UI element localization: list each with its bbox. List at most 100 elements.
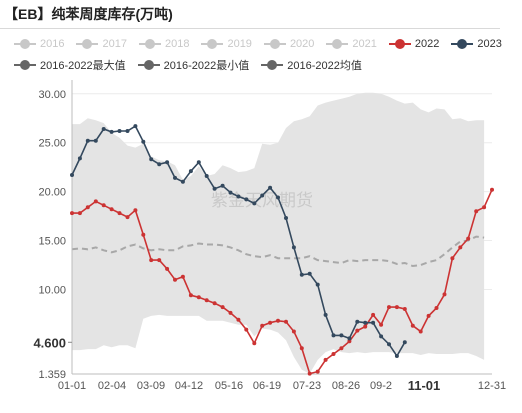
legend-marker-icon xyxy=(261,59,284,71)
x-tick-label: 06-19 xyxy=(253,380,281,392)
point-2023 xyxy=(149,157,154,162)
point-2022 xyxy=(228,310,233,315)
point-2022 xyxy=(252,341,257,346)
point-2023 xyxy=(133,124,138,129)
legend-item-stat-2[interactable]: 2016-2022均值 xyxy=(261,57,362,73)
x-tick-label: 01-01 xyxy=(58,380,86,392)
series-mean-line xyxy=(71,235,485,268)
point-2022 xyxy=(331,352,336,356)
point-2022 xyxy=(355,328,360,333)
legend-item-2018[interactable]: 2018 xyxy=(138,38,190,50)
point-2022 xyxy=(458,245,463,250)
point-2022 xyxy=(165,266,170,271)
legend-marker-icon xyxy=(326,38,349,50)
point-2023 xyxy=(363,320,368,325)
point-2022 xyxy=(387,305,391,310)
point-2023 xyxy=(220,183,225,188)
legend-item-2016[interactable]: 2016 xyxy=(14,38,64,50)
band-max-min xyxy=(72,92,485,374)
point-2022 xyxy=(410,323,415,328)
legend-years-row: 2016 2017 2018 2019 2020 2021 2022 2023 xyxy=(14,38,502,50)
point-2023 xyxy=(109,129,114,134)
point-2022 xyxy=(276,318,280,323)
legend-item-2021[interactable]: 2021 xyxy=(326,38,377,50)
point-2023 xyxy=(141,139,146,144)
legend-item-stat-0[interactable]: 2016-2022最大值 xyxy=(14,57,126,73)
point-2022 xyxy=(402,307,407,311)
point-2022 xyxy=(339,346,344,351)
legend-marker-icon xyxy=(263,38,286,50)
point-2023 xyxy=(307,271,312,276)
point-2022 xyxy=(70,211,74,216)
legend-item-stat-1[interactable]: 2016-2022最小值 xyxy=(137,57,250,73)
point-2022 xyxy=(173,277,177,282)
chart-title: 【EB】纯苯周度库存(万吨) xyxy=(4,6,173,22)
point-2023 xyxy=(125,129,130,133)
y-tick-label: 10.00 xyxy=(38,284,66,296)
point-2023 xyxy=(331,333,336,338)
x-tick-label: 04-12 xyxy=(175,380,203,392)
point-2023 xyxy=(268,185,273,190)
point-2022 xyxy=(196,295,201,300)
y-tick-label: 20.00 xyxy=(38,187,66,199)
point-2023 xyxy=(387,342,391,347)
point-2022 xyxy=(260,323,265,328)
title-divider xyxy=(0,28,500,29)
legend-marker-icon xyxy=(137,59,160,71)
point-2022 xyxy=(323,357,328,362)
point-2022 xyxy=(236,317,241,322)
legend-stats-row: 2016-2022最大值 2016-2022最小值 2016-2022均值 xyxy=(14,57,374,73)
point-2022 xyxy=(418,329,423,334)
legend-item-2022[interactable]: 2022 xyxy=(388,38,440,50)
y-tick-label: 25.00 xyxy=(38,138,66,150)
point-2023 xyxy=(117,129,122,133)
point-2022 xyxy=(180,274,185,279)
point-2022 xyxy=(291,329,296,334)
point-2022 xyxy=(77,211,82,216)
legend-marker-icon xyxy=(138,38,161,50)
point-2023 xyxy=(402,340,407,345)
legend-item-2023[interactable]: 2023 xyxy=(451,38,502,50)
point-2023 xyxy=(173,175,177,180)
legend-label: 2016-2022最小值 xyxy=(163,60,250,72)
point-2022 xyxy=(157,258,162,263)
legend-item-2020[interactable]: 2020 xyxy=(263,38,314,50)
point-2023 xyxy=(188,169,193,174)
point-2023 xyxy=(77,156,82,161)
series-line-2022 xyxy=(72,189,493,375)
legend-label: 2018 xyxy=(164,38,190,50)
legend-marker-icon xyxy=(14,38,36,50)
point-2023 xyxy=(299,272,304,277)
point-2023 xyxy=(394,354,399,358)
x-cursor-label: 11-01 xyxy=(408,378,441,393)
point-2022 xyxy=(379,322,384,327)
point-2022 xyxy=(85,205,90,210)
point-2022 xyxy=(204,298,209,303)
point-2022 xyxy=(450,256,455,261)
legend-marker-icon xyxy=(76,38,99,50)
point-2022 xyxy=(299,346,304,351)
point-2023 xyxy=(85,138,90,143)
point-2023 xyxy=(196,160,201,165)
legend-item-2017[interactable]: 2017 xyxy=(76,38,127,50)
point-2022 xyxy=(220,305,225,310)
point-2022 xyxy=(490,187,494,192)
point-2023 xyxy=(180,179,185,184)
legend-item-2019[interactable]: 2019 xyxy=(201,38,252,50)
x-tick-label: 07-23 xyxy=(293,380,321,392)
point-2022 xyxy=(188,293,193,298)
x-tick-label: 08-26 xyxy=(332,380,360,392)
point-2023 xyxy=(284,216,288,220)
point-2022 xyxy=(141,232,146,237)
y-tick-label: 15.00 xyxy=(38,236,66,248)
point-2023 xyxy=(347,336,352,341)
point-2022 xyxy=(133,208,138,213)
x-tick-label: 12-31 xyxy=(478,380,506,392)
y-min-label: 1.359 xyxy=(38,369,66,381)
point-2022 xyxy=(434,306,439,310)
point-2022 xyxy=(466,236,471,241)
x-tick-label: 09-2 xyxy=(370,380,392,392)
legend-label: 2022 xyxy=(414,38,440,50)
point-2022 xyxy=(426,313,431,318)
